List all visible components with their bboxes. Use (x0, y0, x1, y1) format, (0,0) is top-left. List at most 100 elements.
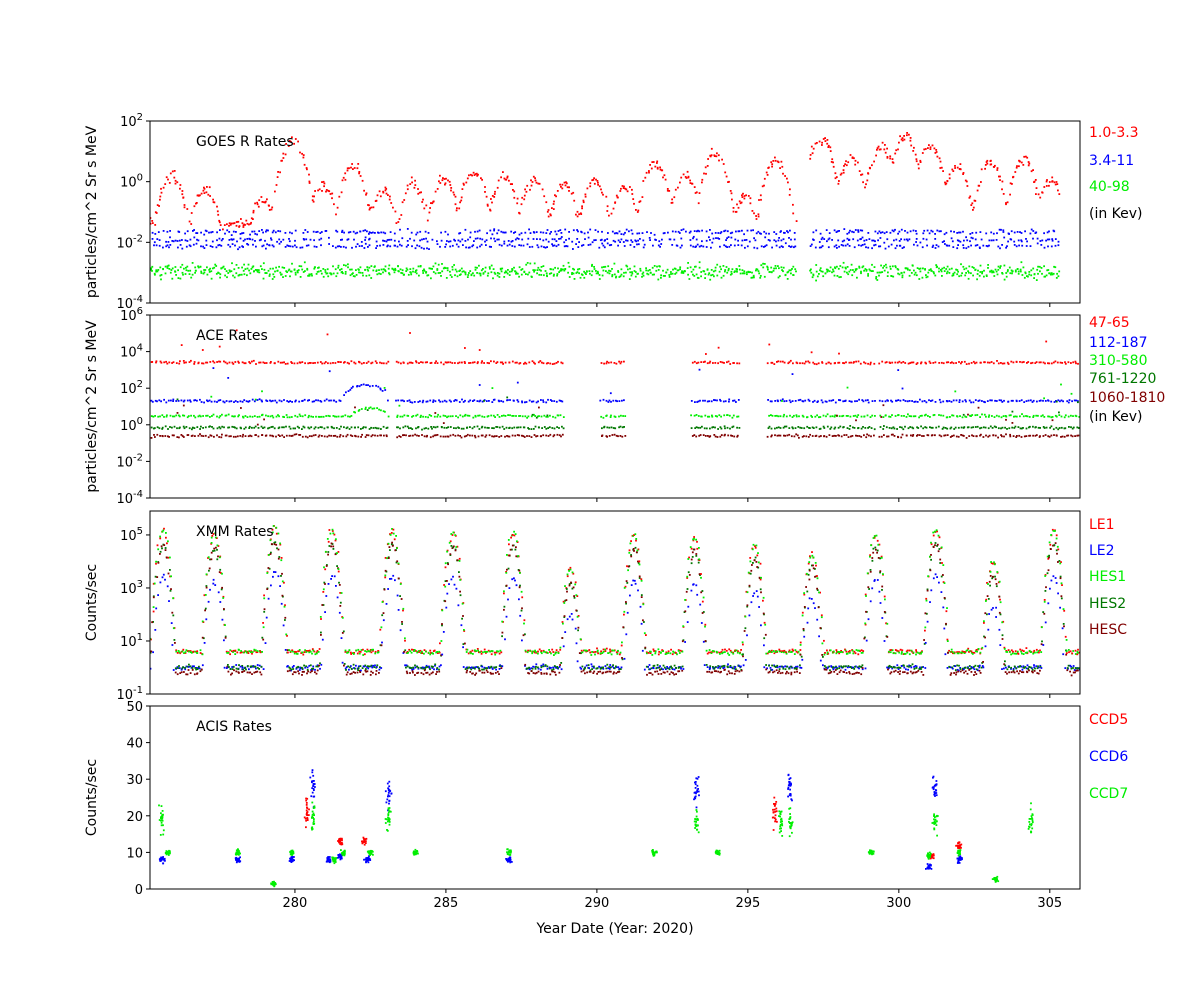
point-761-1220 (717, 428, 719, 430)
point-1060-1810 (863, 434, 865, 436)
point-40-98 (295, 274, 297, 276)
point-3.4-11 (306, 245, 308, 247)
point-40-98 (1009, 267, 1011, 269)
point-47-65 (886, 361, 888, 363)
point-3.4-11 (153, 244, 155, 246)
point-HESC (192, 669, 194, 671)
point-1.0-3.3 (760, 199, 762, 201)
point-112-187 (283, 399, 285, 401)
point-40-98 (268, 270, 270, 272)
point-310-580 (238, 414, 240, 416)
point-1.0-3.3 (651, 168, 653, 170)
point-3.4-11 (644, 244, 646, 246)
point-40-98 (901, 272, 903, 274)
point-40-98 (878, 275, 880, 277)
point-3.4-11 (710, 247, 712, 249)
point-40-98 (938, 268, 940, 270)
point-3.4-11 (619, 241, 621, 243)
point-1060-1810 (902, 434, 904, 436)
point-761-1220 (774, 428, 776, 430)
point-310-580 (1076, 415, 1078, 417)
point-1.0-3.3 (880, 148, 882, 150)
point-40-98 (875, 276, 877, 278)
point-40-98 (831, 271, 833, 273)
point-1.0-3.3 (813, 148, 815, 150)
point-1060-1810 (272, 435, 274, 437)
point-1060-1810 (865, 436, 867, 438)
point-1.0-3.3 (183, 197, 185, 199)
point-1.0-3.3 (816, 142, 818, 144)
point-LE2 (188, 666, 190, 668)
point-1060-1810 (606, 436, 608, 438)
point-47-65 (416, 362, 418, 364)
point-40-98 (703, 271, 705, 273)
point-3.4-11 (167, 231, 169, 233)
point-47-65 (620, 363, 622, 365)
point-1060-1810 (562, 434, 564, 436)
point-HES1 (173, 627, 175, 629)
point-3.4-11 (303, 232, 305, 234)
point-1.0-3.3 (226, 223, 228, 225)
point-40-98 (1037, 266, 1039, 268)
point-3.4-11 (390, 239, 392, 241)
point-1.0-3.3 (864, 187, 866, 189)
point-112-187 (935, 401, 937, 403)
point-310-580 (606, 415, 608, 417)
point-47-65 (449, 361, 451, 363)
point-1060-1810 (1032, 435, 1034, 437)
point-47-65 (477, 361, 479, 363)
point-761-1220 (228, 427, 230, 429)
point-112-187 (973, 401, 975, 403)
point-3.4-11 (1025, 238, 1027, 240)
point-1.0-3.3 (430, 202, 432, 204)
point-LE2 (214, 584, 216, 586)
point-761-1220 (547, 415, 549, 417)
point-1060-1810 (440, 436, 442, 438)
legend-entry: 112-187 (1089, 335, 1148, 351)
point-47-65 (223, 361, 225, 363)
point-40-98 (1004, 279, 1006, 281)
point-40-98 (304, 270, 306, 272)
point-761-1220 (871, 427, 873, 429)
point-1.0-3.3 (414, 187, 416, 189)
point-3.4-11 (407, 240, 409, 242)
point-HES1 (240, 650, 242, 652)
point-3.4-11 (601, 239, 603, 241)
point-3.4-11 (458, 246, 460, 248)
point-112-187 (896, 400, 898, 402)
point-761-1220 (935, 427, 937, 429)
point-40-98 (699, 261, 701, 263)
point-3.4-11 (1010, 239, 1012, 241)
point-40-98 (318, 267, 320, 269)
point-3.4-11 (734, 239, 736, 241)
point-HES1 (208, 556, 210, 558)
point-112-187 (953, 400, 955, 402)
point-3.4-11 (916, 233, 918, 235)
point-112-187 (326, 399, 328, 401)
point-3.4-11 (929, 232, 931, 234)
point-761-1220 (221, 426, 223, 428)
point-47-65 (991, 361, 993, 363)
point-40-98 (224, 268, 226, 270)
point-761-1220 (1029, 426, 1031, 428)
point-3.4-11 (721, 231, 723, 233)
point-3.4-11 (316, 246, 318, 248)
point-40-98 (248, 270, 250, 272)
point-310-580 (857, 414, 859, 416)
point-3.4-11 (598, 247, 600, 249)
point-3.4-11 (588, 244, 590, 246)
point-3.4-11 (731, 232, 733, 234)
point-3.4-11 (561, 236, 563, 238)
point-HESC (238, 672, 240, 674)
point-47-65 (984, 361, 986, 363)
point-3.4-11 (726, 246, 728, 248)
point-112-187 (414, 401, 416, 403)
point-40-98 (654, 265, 656, 267)
point-47-65 (1051, 363, 1053, 365)
point-40-98 (480, 275, 482, 277)
point-1.0-3.3 (1013, 176, 1015, 178)
point-310-580 (291, 416, 293, 418)
point-1.0-3.3 (337, 207, 339, 209)
point-LE2 (266, 617, 268, 619)
point-112-187 (213, 367, 215, 369)
